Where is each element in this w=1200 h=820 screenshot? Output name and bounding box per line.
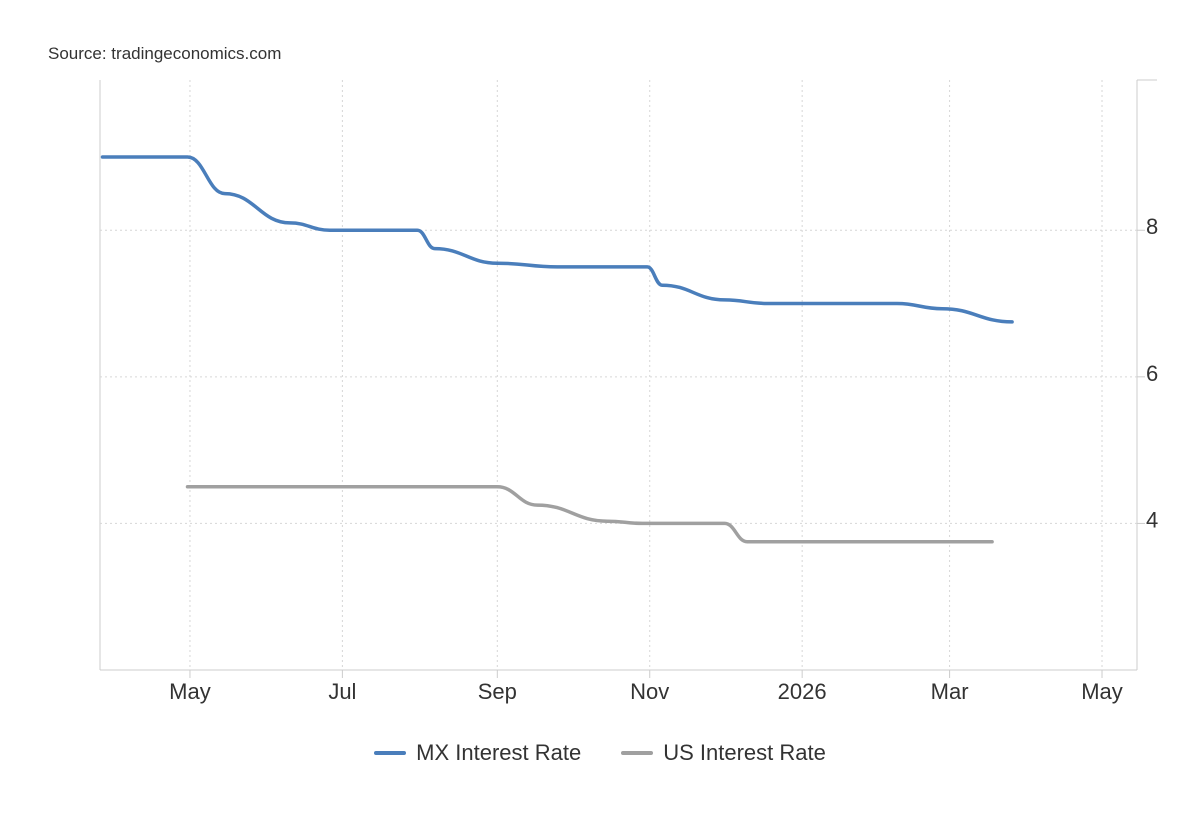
- legend-item-mx[interactable]: MX Interest Rate: [374, 740, 581, 766]
- line-chart: May Jul Sep Nov 2026 Mar May 4 6 8: [99, 79, 1158, 704]
- legend-swatch-mx: [374, 751, 407, 755]
- y-tick-label: 8: [1146, 214, 1158, 239]
- source-label: Source: tradingeconomics.com: [48, 44, 282, 63]
- x-tick-label: May: [1081, 679, 1123, 704]
- y-tick-label: 6: [1146, 361, 1158, 386]
- x-tick-label: 2026: [778, 679, 827, 704]
- chart-legend: MX Interest Rate US Interest Rate: [0, 740, 1200, 766]
- legend-swatch-us: [621, 751, 654, 755]
- legend-label-mx: MX Interest Rate: [416, 740, 582, 765]
- x-tick-label: May: [169, 679, 211, 704]
- x-tick-label: Nov: [630, 679, 669, 704]
- x-tick-label: Sep: [478, 679, 517, 704]
- legend-label-us: US Interest Rate: [663, 740, 826, 765]
- x-tick-label: Mar: [931, 679, 969, 704]
- x-tick-label: Jul: [328, 679, 356, 704]
- series-line-mx: [100, 155, 1014, 324]
- y-tick-label: 4: [1146, 507, 1158, 532]
- legend-item-us[interactable]: US Interest Rate: [621, 740, 826, 766]
- series-line-us: [185, 485, 994, 544]
